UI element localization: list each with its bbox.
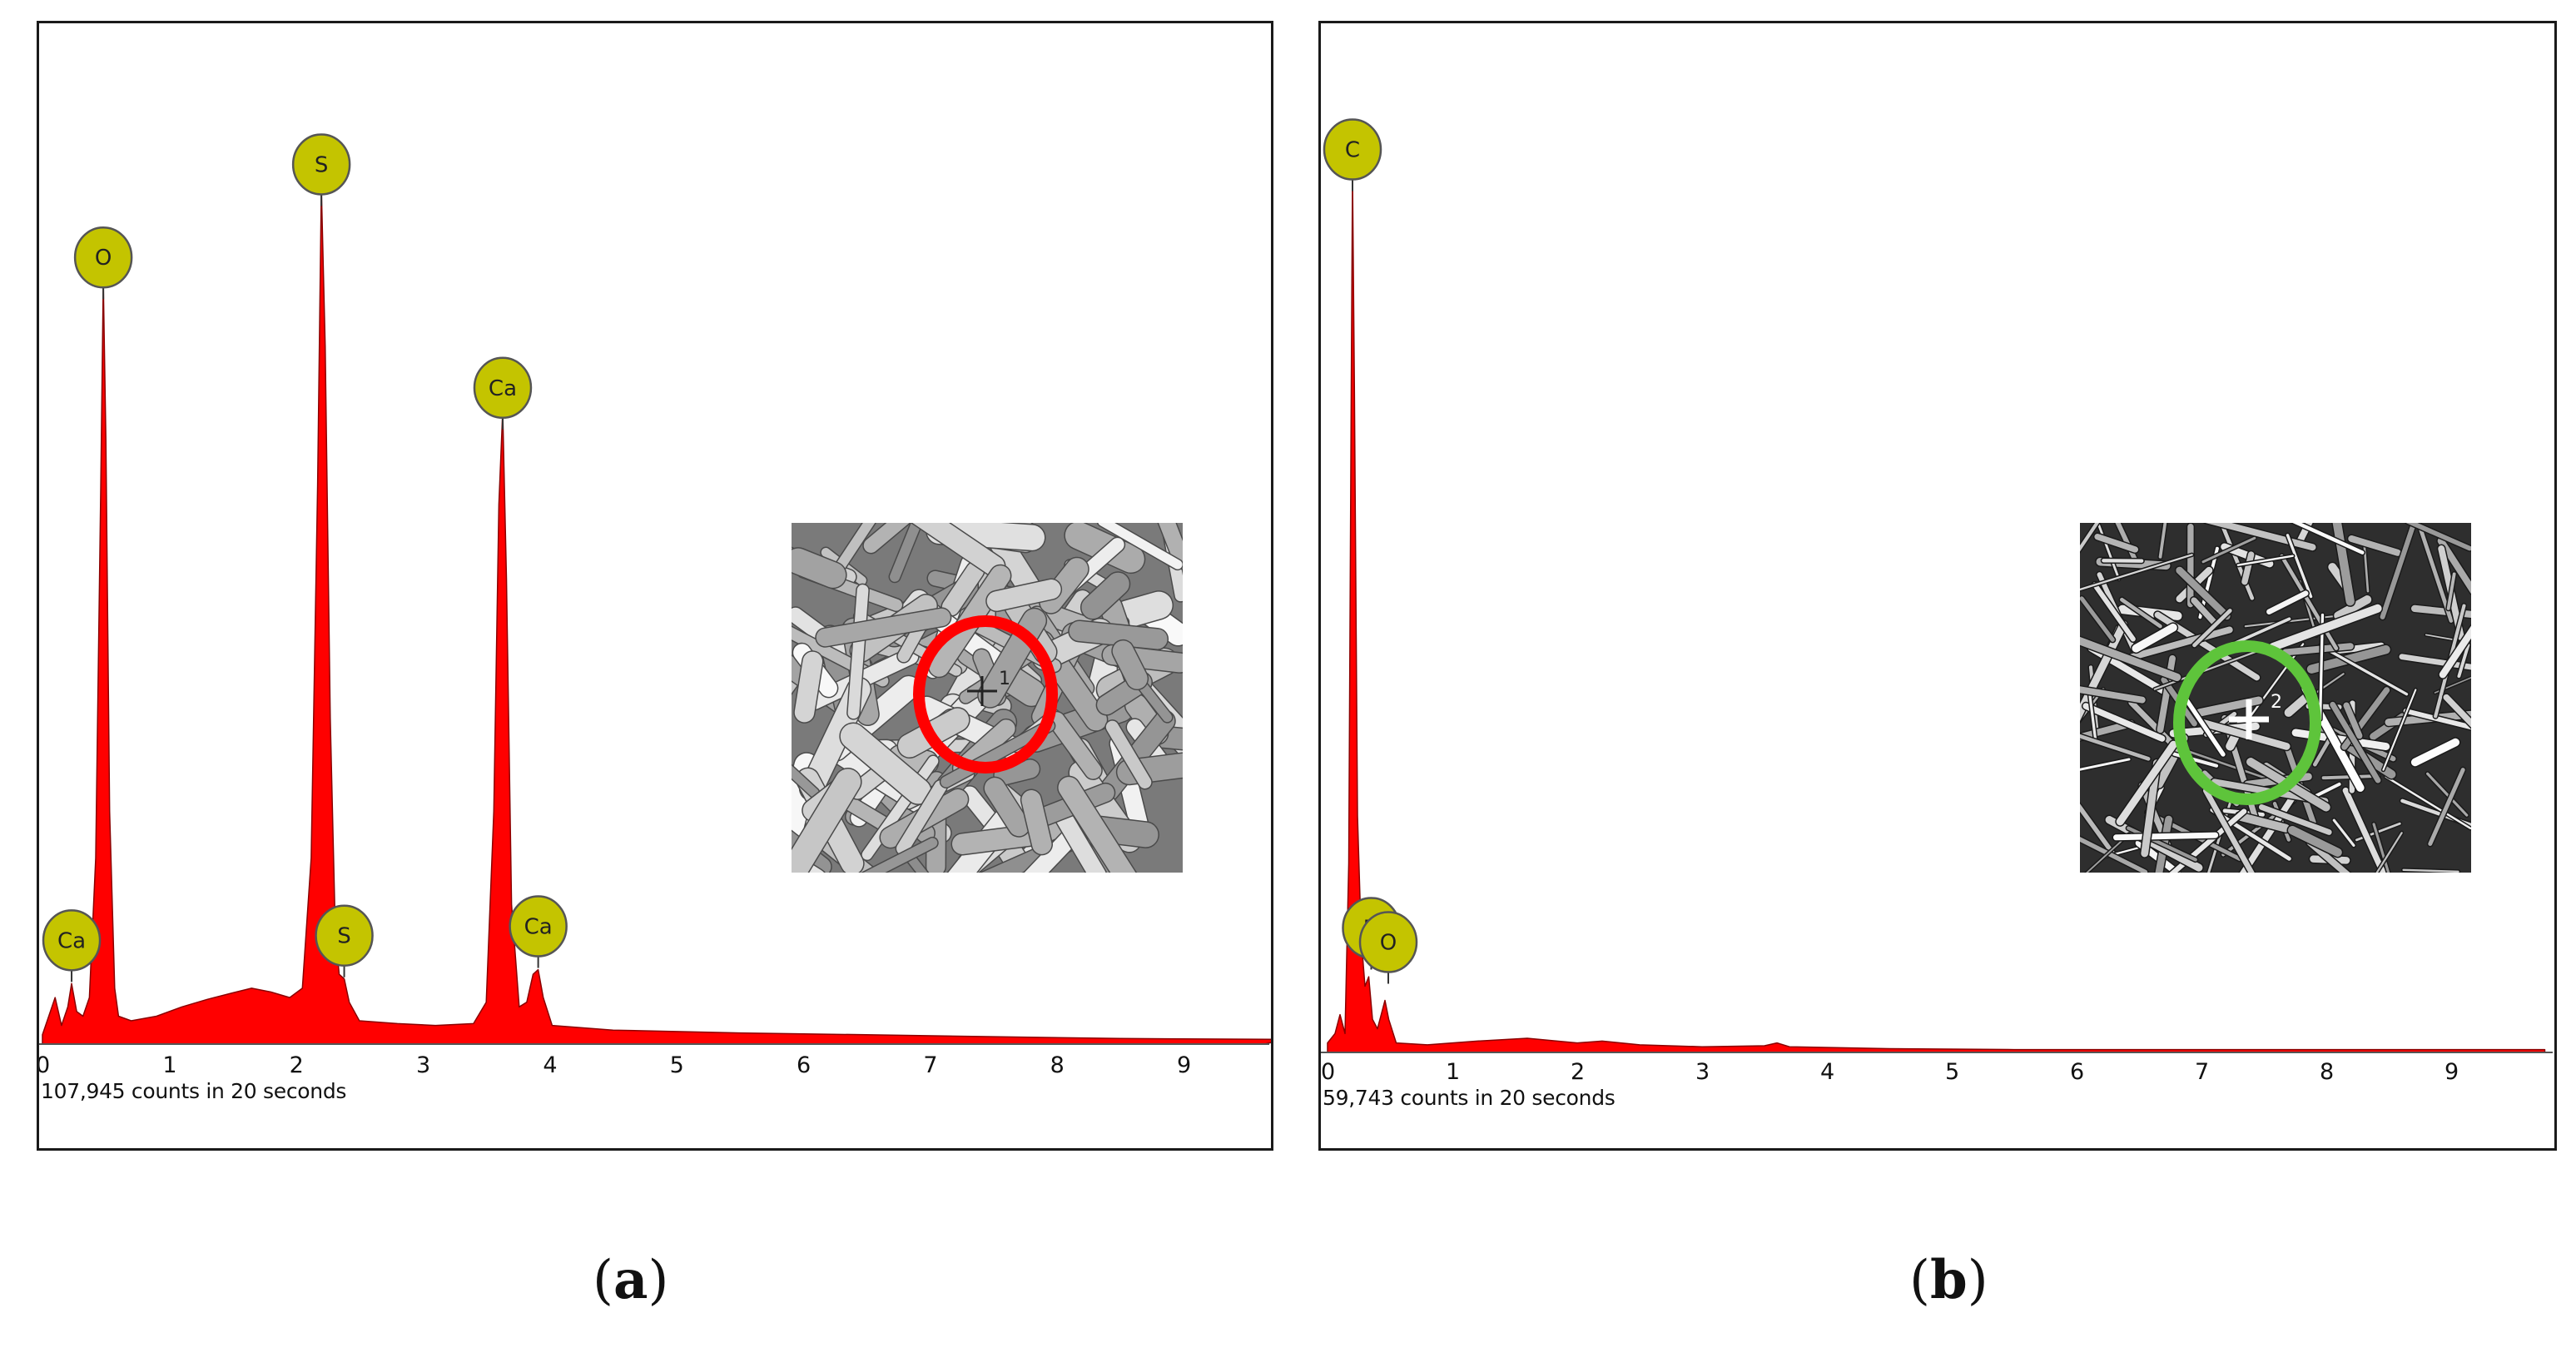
panel-caption-b: (b) xyxy=(1909,1249,1988,1311)
counts-footer-a: 107,945 counts in 20 seconds xyxy=(41,1079,347,1103)
x-tick-label-a-4: 4 xyxy=(543,1052,557,1078)
panel-caption-a-letter: a xyxy=(613,1249,648,1311)
peak-label-a-o-1: O xyxy=(73,226,133,300)
peak-label-badge xyxy=(42,909,102,972)
x-tick-label-a-2: 2 xyxy=(290,1052,304,1078)
x-tick-label-b-2: 2 xyxy=(1571,1059,1585,1085)
x-tick-label-b-8: 8 xyxy=(2320,1059,2334,1085)
spot-number-label-b: 2 xyxy=(2271,692,2282,713)
peak-label-text: Ca xyxy=(489,376,517,401)
sem-inset-b: 2 xyxy=(2080,523,2471,873)
x-tick-label-b-7: 7 xyxy=(2195,1059,2209,1085)
panel-caption-a: (a) xyxy=(593,1249,669,1311)
peak-label-a-ca-4: Ca xyxy=(473,356,533,430)
spectrum-panel-b: 01234567892CNO 59,743 counts in 20 secon… xyxy=(1318,21,2557,1151)
x-tick-label-a-1: 1 xyxy=(162,1052,176,1078)
peak-label-text: O xyxy=(95,246,112,271)
peak-label-badge xyxy=(291,133,351,196)
peak-label-text: Ca xyxy=(57,928,86,953)
peak-label-badge xyxy=(1358,911,1418,973)
spectrum-panel-a: 0 1 2 3 4 5 6 7 8 9 1 Ca O S S Ca Ca 107,945 counts in 2… xyxy=(37,21,1273,1151)
spot-number-label-a: 1 xyxy=(999,669,1010,689)
peak-label-badge xyxy=(73,226,133,289)
x-tick-label-a-9: 9 xyxy=(1177,1052,1191,1078)
x-tick-label-b-1: 1 xyxy=(1446,1059,1460,1085)
crosshair-icon-a xyxy=(967,676,997,706)
peak-label-text: C xyxy=(1345,138,1360,163)
spectrum-chart-b: 01234567892CNO xyxy=(1321,118,2553,1085)
analysis-spot-marker-b xyxy=(2173,640,2321,805)
x-tick-label-a-3: 3 xyxy=(416,1052,430,1078)
counts-footer-b: 59,743 counts in 20 seconds xyxy=(1323,1086,1616,1110)
spectrum-chart-a: 0 1 2 3 4 5 6 7 8 9 1 Ca O S S Ca Ca xyxy=(39,133,1271,1078)
x-tick-label-b-5: 5 xyxy=(1945,1059,1959,1085)
peak-label-a-s-2: S xyxy=(291,133,351,206)
peak-label-badge xyxy=(1323,118,1382,181)
x-tick-label-a-7: 7 xyxy=(923,1052,937,1078)
x-tick-label-b-4: 4 xyxy=(1820,1059,1834,1085)
peak-label-a-ca-5: Ca xyxy=(509,895,568,968)
analysis-spot-marker-a xyxy=(913,615,1058,773)
x-tick-label-b-9: 9 xyxy=(2444,1059,2459,1085)
peak-label-text: O xyxy=(1380,931,1397,956)
sem-inset-texture-a xyxy=(792,523,1183,873)
x-tick-label-b-0: 0 xyxy=(1321,1059,1335,1085)
peak-label-a-ca-0: Ca xyxy=(42,909,102,982)
x-tick-label-a-6: 6 xyxy=(797,1052,811,1078)
x-tick-label-b-3: 3 xyxy=(1695,1059,1710,1085)
sem-inset-a: 1 xyxy=(792,523,1183,873)
peak-label-text: Ca xyxy=(524,915,553,940)
peak-label-text: S xyxy=(315,152,329,177)
x-tick-label-a-0: 0 xyxy=(39,1052,50,1078)
crosshair-icon-b xyxy=(2229,699,2269,739)
peak-label-badge xyxy=(473,356,533,420)
x-tick-label-a-5: 5 xyxy=(670,1052,684,1078)
peak-label-b-o-2: O xyxy=(1358,911,1418,984)
x-tick-label-b-6: 6 xyxy=(2070,1059,2084,1085)
peak-label-text: S xyxy=(337,924,351,949)
spectrum-series-a xyxy=(42,187,1271,1045)
spectrum-series-b xyxy=(1327,172,2546,1053)
peak-label-b-c-0: C xyxy=(1323,118,1382,192)
peak-label-a-s-3: S xyxy=(315,904,374,977)
peak-label-badge xyxy=(509,895,568,958)
panel-caption-b-letter: b xyxy=(1929,1249,1968,1311)
x-tick-label-a-8: 8 xyxy=(1050,1052,1065,1078)
peak-label-badge xyxy=(315,904,374,967)
